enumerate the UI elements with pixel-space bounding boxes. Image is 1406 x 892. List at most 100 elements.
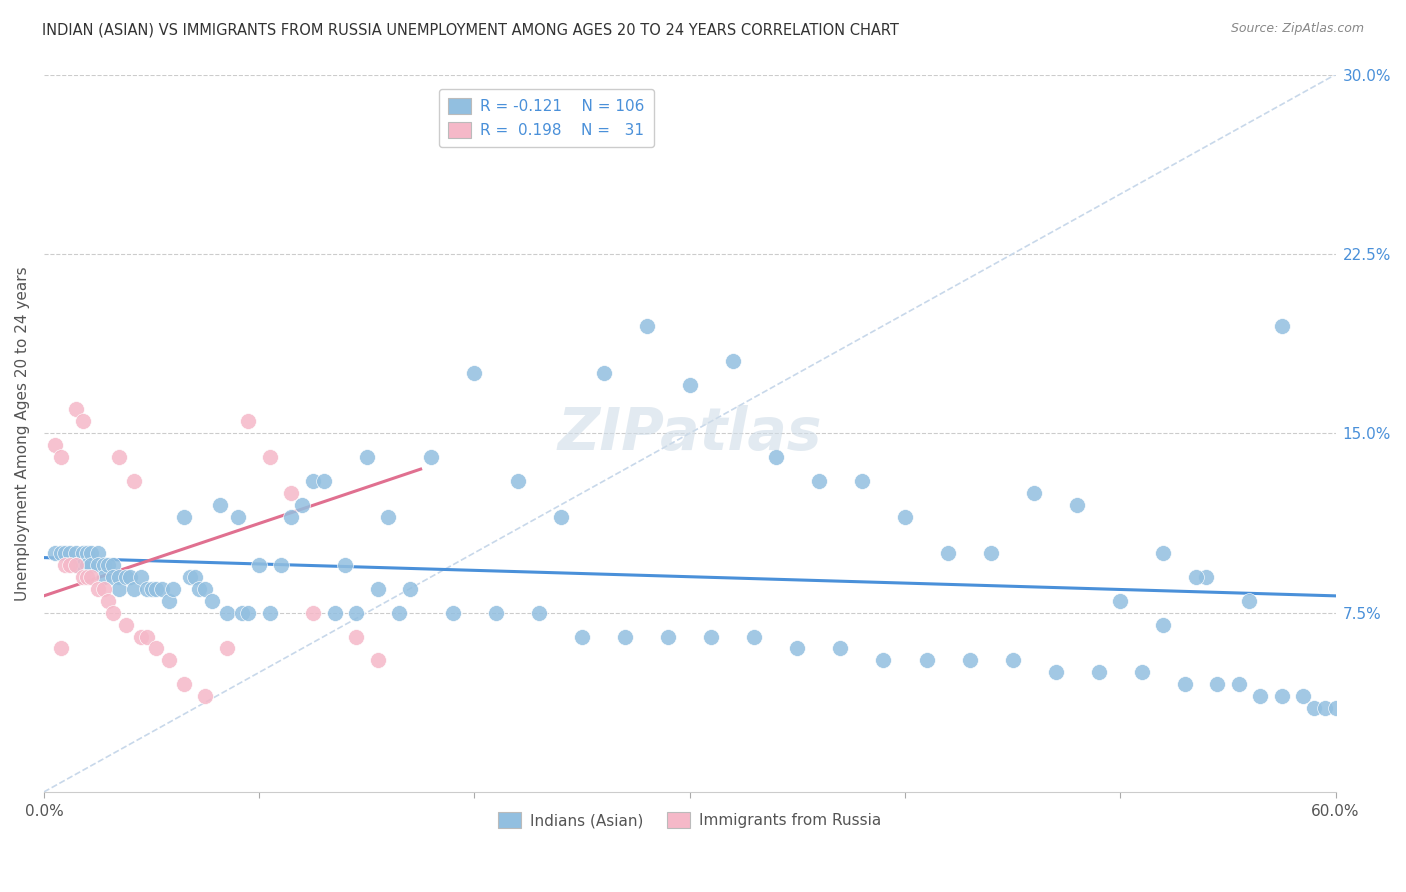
Point	[388, 606, 411, 620]
Point	[280, 510, 302, 524]
Point	[915, 653, 938, 667]
Point	[44, 438, 66, 452]
Point	[1130, 665, 1153, 680]
Point	[1271, 318, 1294, 333]
Point	[302, 606, 325, 620]
Point	[291, 498, 314, 512]
Point	[150, 582, 173, 596]
Point	[1001, 653, 1024, 667]
Legend: Indians (Asian), Immigrants from Russia: Indians (Asian), Immigrants from Russia	[492, 806, 887, 835]
Point	[80, 558, 103, 572]
Text: ZIPatlas: ZIPatlas	[557, 405, 823, 462]
Point	[72, 570, 94, 584]
Point	[162, 582, 184, 596]
Point	[76, 558, 98, 572]
Point	[980, 546, 1002, 560]
Point	[80, 546, 103, 560]
Point	[1313, 701, 1336, 715]
Point	[807, 474, 830, 488]
Point	[93, 558, 115, 572]
Point	[1174, 677, 1197, 691]
Point	[270, 558, 292, 572]
Point	[194, 690, 217, 704]
Point	[1271, 690, 1294, 704]
Point	[108, 570, 131, 584]
Point	[441, 606, 464, 620]
Point	[550, 510, 572, 524]
Point	[179, 570, 201, 584]
Point	[209, 498, 232, 512]
Point	[1087, 665, 1109, 680]
Point	[356, 450, 378, 465]
Point	[323, 606, 346, 620]
Point	[108, 450, 131, 465]
Point	[420, 450, 443, 465]
Point	[108, 582, 131, 596]
Point	[76, 570, 98, 584]
Point	[145, 582, 167, 596]
Point	[59, 558, 82, 572]
Point	[377, 510, 399, 524]
Point	[302, 474, 325, 488]
Point	[141, 582, 163, 596]
Point	[872, 653, 894, 667]
Point	[344, 630, 367, 644]
Point	[72, 414, 94, 428]
Point	[636, 318, 658, 333]
Point	[65, 558, 87, 572]
Point	[399, 582, 422, 596]
Point	[129, 570, 152, 584]
Point	[851, 474, 873, 488]
Point	[592, 367, 614, 381]
Point	[114, 570, 136, 584]
Point	[183, 570, 205, 584]
Point	[1152, 546, 1174, 560]
Point	[1303, 701, 1326, 715]
Point	[65, 558, 87, 572]
Point	[49, 641, 72, 656]
Point	[44, 546, 66, 560]
Point	[1109, 593, 1132, 607]
Point	[1249, 690, 1271, 704]
Point	[157, 593, 180, 607]
Point	[259, 450, 281, 465]
Point	[1292, 690, 1315, 704]
Point	[1239, 593, 1261, 607]
Point	[173, 510, 195, 524]
Point	[1066, 498, 1088, 512]
Point	[215, 641, 238, 656]
Point	[335, 558, 357, 572]
Point	[312, 474, 335, 488]
Point	[1045, 665, 1067, 680]
Point	[194, 582, 217, 596]
Point	[114, 617, 136, 632]
Text: INDIAN (ASIAN) VS IMMIGRANTS FROM RUSSIA UNEMPLOYMENT AMONG AGES 20 TO 24 YEARS : INDIAN (ASIAN) VS IMMIGRANTS FROM RUSSIA…	[42, 22, 898, 37]
Point	[201, 593, 224, 607]
Point	[145, 641, 167, 656]
Point	[259, 606, 281, 620]
Point	[571, 630, 593, 644]
Point	[485, 606, 508, 620]
Point	[721, 354, 744, 368]
Point	[101, 606, 124, 620]
Point	[786, 641, 808, 656]
Point	[367, 582, 389, 596]
Point	[187, 582, 209, 596]
Point	[765, 450, 787, 465]
Point	[97, 558, 120, 572]
Point	[55, 558, 77, 572]
Point	[215, 606, 238, 620]
Point	[1324, 701, 1347, 715]
Point	[1195, 570, 1218, 584]
Point	[959, 653, 981, 667]
Point	[49, 450, 72, 465]
Point	[238, 414, 260, 428]
Point	[894, 510, 917, 524]
Point	[1206, 677, 1229, 691]
Text: Source: ZipAtlas.com: Source: ZipAtlas.com	[1230, 22, 1364, 36]
Point	[124, 582, 146, 596]
Point	[80, 570, 103, 584]
Point	[93, 570, 115, 584]
Point	[136, 582, 159, 596]
Point	[231, 606, 253, 620]
